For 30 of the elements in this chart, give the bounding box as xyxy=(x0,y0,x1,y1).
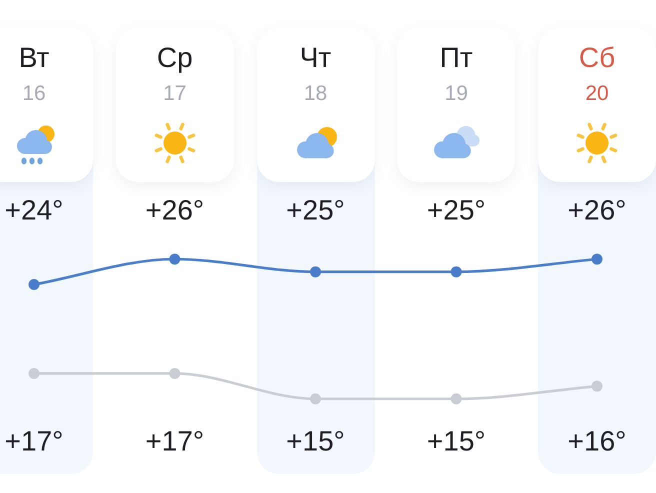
data-label: +16° xyxy=(568,426,626,457)
point xyxy=(28,368,40,379)
point xyxy=(592,380,602,392)
point xyxy=(310,393,321,404)
point xyxy=(28,279,40,290)
point xyxy=(310,266,321,278)
point xyxy=(169,368,180,379)
x-tick-label: Чт 18 xyxy=(298,41,332,107)
point xyxy=(450,266,462,278)
x-tick-label: Пт 19 xyxy=(438,41,474,107)
day-card: Ср 17 xyxy=(116,28,234,182)
data-label: +17° xyxy=(145,426,204,457)
data-label: +15° xyxy=(426,426,486,457)
data-label: +17° xyxy=(4,426,64,457)
point xyxy=(450,393,462,404)
point xyxy=(169,254,180,265)
x-tick-label: Ср 17 xyxy=(156,41,194,107)
data-label: +26° xyxy=(568,194,626,226)
data-label: +24° xyxy=(4,194,64,226)
day-card: Сб 20 xyxy=(538,28,656,182)
x-tick-label: Сб 20 xyxy=(578,41,616,107)
data-label: +25° xyxy=(286,194,345,226)
day-card: Пт 19 xyxy=(397,28,516,182)
data-label: +15° xyxy=(286,426,345,457)
data-label: +25° xyxy=(426,194,486,226)
day-card: Вт 16 xyxy=(0,28,93,182)
day-card: Чт 18 xyxy=(256,28,374,182)
point xyxy=(592,254,602,265)
data-label: +26° xyxy=(145,194,204,226)
x-tick-label: Вт 16 xyxy=(18,41,50,107)
